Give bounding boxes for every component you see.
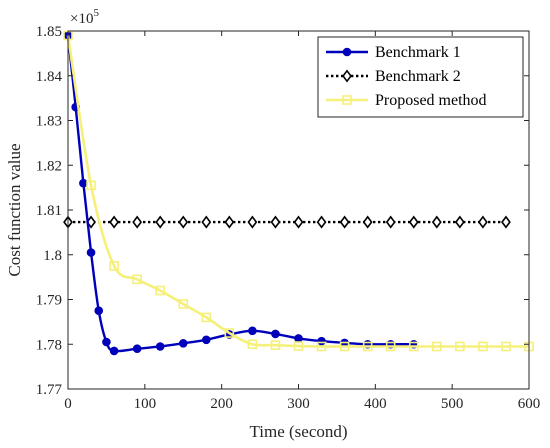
legend: Benchmark 1 Benchmark 2 Proposed method <box>317 36 524 118</box>
data-point-benchmark-2 <box>155 215 166 229</box>
data-point-proposed-method <box>455 341 465 352</box>
legend-label-benchmark-2: Benchmark 2 <box>375 68 461 85</box>
y-axis-multiplier: ×105 <box>70 7 99 27</box>
data-point-benchmark-2 <box>339 215 350 229</box>
y-axis-title: Cost function value <box>5 143 24 276</box>
data-point-proposed-method <box>431 341 442 352</box>
data-point-benchmark-2 <box>501 215 511 229</box>
data-point-benchmark-2 <box>293 215 304 229</box>
data-point-benchmark-1 <box>79 178 88 188</box>
data-point-benchmark-2 <box>362 215 373 229</box>
data-point-proposed-method <box>178 299 189 309</box>
data-point-benchmark-1 <box>132 344 142 354</box>
x-tick-label: 0 <box>64 396 72 412</box>
data-point-proposed-method <box>385 341 396 352</box>
data-point-benchmark-1 <box>109 346 119 356</box>
data-point-benchmark-2 <box>109 215 120 229</box>
y-tick-label: 1.8 <box>43 248 62 264</box>
data-point-benchmark-2 <box>178 215 189 229</box>
data-point-benchmark-2 <box>270 215 281 229</box>
data-point-benchmark-2 <box>224 215 235 229</box>
data-point-benchmark-2 <box>316 215 327 229</box>
legend-label-proposed-method: Proposed method <box>375 92 487 109</box>
data-point-benchmark-1 <box>248 326 257 336</box>
data-point-benchmark-2 <box>247 215 258 229</box>
x-tick-label: 100 <box>134 396 157 412</box>
y-tick-label: 1.79 <box>36 293 62 309</box>
y-axis-multiplier-exponent: 5 <box>93 7 99 19</box>
data-point-benchmark-2 <box>201 215 212 229</box>
data-point-benchmark-1 <box>294 334 303 343</box>
data-point-benchmark-1 <box>317 336 326 346</box>
data-point-proposed-method <box>408 341 419 352</box>
data-point-benchmark-2 <box>478 215 488 229</box>
data-point-proposed-method <box>339 341 350 352</box>
x-axis-title: Time (second) <box>249 422 347 441</box>
x-tick-label: 500 <box>441 396 464 412</box>
data-point-benchmark-1 <box>94 306 104 315</box>
data-point-proposed-method <box>270 340 281 350</box>
x-tick-label: 600 <box>518 396 541 412</box>
y-tick-label: 1.78 <box>36 337 62 353</box>
data-point-benchmark-1 <box>271 329 280 339</box>
data-point-proposed-method <box>478 341 488 352</box>
legend-marker-benchmark-1 <box>342 47 352 57</box>
legend-entry-benchmark-2: Benchmark 2 <box>326 68 461 85</box>
data-point-proposed-method <box>201 312 212 323</box>
data-point-benchmark-1 <box>155 342 165 351</box>
data-point-proposed-method <box>109 261 119 271</box>
data-point-proposed-method <box>247 339 258 350</box>
y-tick-label: 1.84 <box>36 69 63 85</box>
y-axis-multiplier-base: ×10 <box>70 11 93 27</box>
data-point-proposed-method <box>316 341 327 352</box>
legend-marker-proposed-method <box>342 95 352 105</box>
plot-layer <box>63 30 534 356</box>
y-tick-label: 1.85 <box>36 24 62 40</box>
data-point-benchmark-1 <box>102 337 111 347</box>
data-point-proposed-method <box>155 285 165 296</box>
data-point-benchmark-2 <box>385 215 396 229</box>
legend-marker-benchmark-2 <box>342 69 352 83</box>
x-tick-label: 200 <box>210 396 233 412</box>
y-tick-label: 1.77 <box>36 382 63 398</box>
data-point-proposed-method <box>293 341 304 351</box>
data-point-benchmark-1 <box>202 335 211 345</box>
data-point-benchmark-1 <box>178 339 188 348</box>
y-tick-label: 1.82 <box>36 158 62 174</box>
data-point-proposed-method <box>86 180 96 191</box>
data-point-proposed-method <box>501 341 511 352</box>
axes-layer: 0 100 200 300 400 500 600 1.77 1.78 1.79 1.8 1.81 1.… <box>36 24 541 412</box>
data-point-benchmark-2 <box>132 215 143 229</box>
data-point-benchmark-2 <box>408 215 419 229</box>
legend-entry-benchmark-1: Benchmark 1 <box>326 44 461 61</box>
data-point-benchmark-2 <box>431 215 442 229</box>
legend-entry-proposed-method: Proposed method <box>326 92 487 109</box>
data-point-proposed-method <box>362 341 373 352</box>
data-point-benchmark-1 <box>86 248 96 257</box>
y-tick-label: 1.81 <box>36 203 62 219</box>
data-point-proposed-method <box>224 328 235 338</box>
data-point-proposed-method <box>132 274 142 285</box>
legend-label-benchmark-1: Benchmark 1 <box>375 44 461 61</box>
x-tick-label: 300 <box>287 396 310 412</box>
x-tick-label: 400 <box>364 396 387 412</box>
data-point-benchmark-2 <box>454 215 465 229</box>
y-tick-label: 1.83 <box>36 114 62 130</box>
